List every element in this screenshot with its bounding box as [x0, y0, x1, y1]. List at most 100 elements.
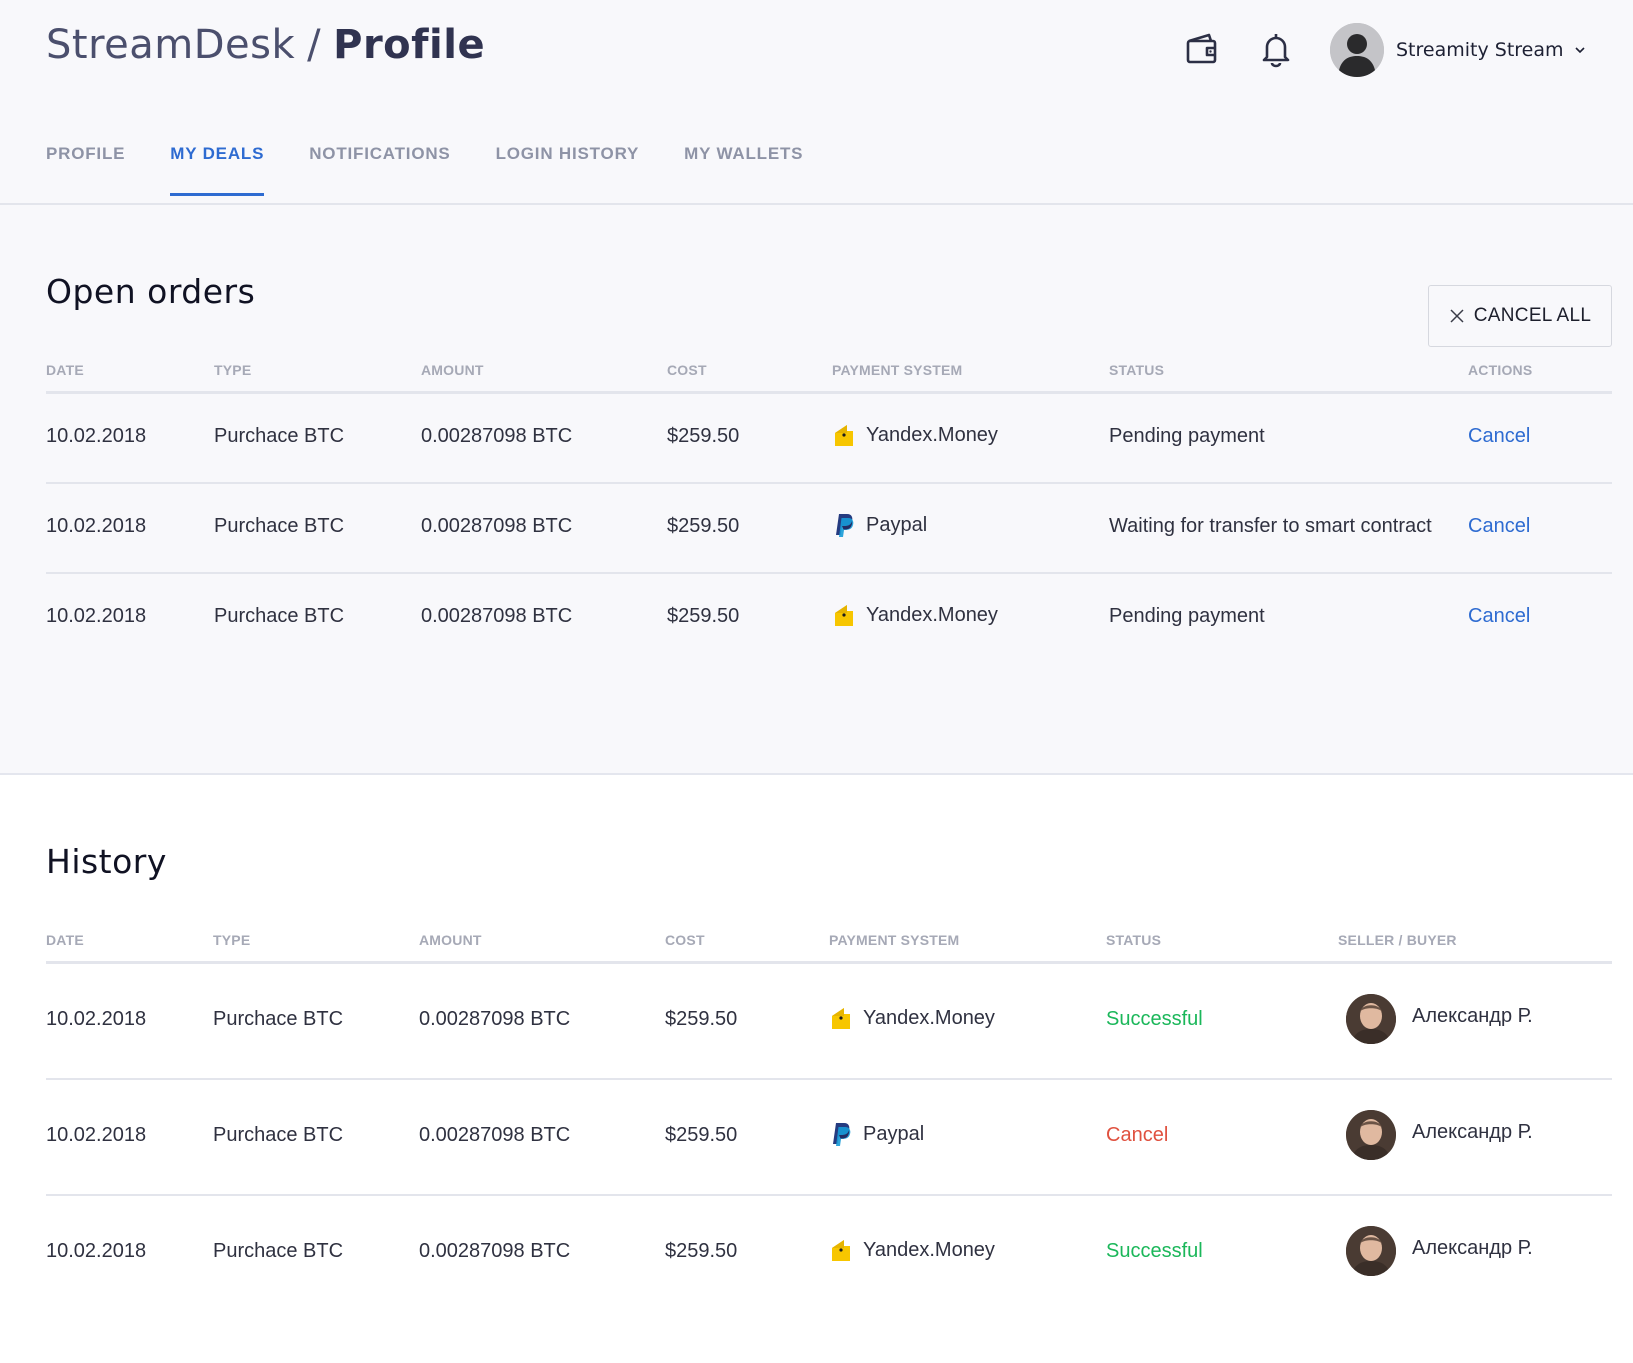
- tab-login-history[interactable]: LOGIN HISTORY: [495, 144, 640, 163]
- brand-name: StreamDesk: [46, 22, 296, 68]
- order-cost: $259.50: [667, 605, 740, 627]
- deal-date: 10.02.2018: [46, 1240, 147, 1262]
- payment-system-label: Yandex.Money: [863, 1006, 995, 1029]
- tab-bar: PROFILE MY DEALS NOTIFICATIONS LOGIN HIS…: [46, 144, 848, 196]
- cancel-order-link[interactable]: Cancel: [1468, 605, 1531, 627]
- order-amount: 0.00287098 BTC: [421, 425, 573, 447]
- table-row: 10.02.2018 Purchace BTC 0.00287098 BTC $259…: [46, 574, 1612, 664]
- page-title: StreamDesk / Profile: [46, 22, 485, 68]
- deal-amount: 0.00287098 BTC: [419, 1124, 571, 1146]
- payment-system-label: Yandex.Money: [866, 603, 998, 626]
- column-header: ACTIONS: [1468, 362, 1533, 378]
- deal-amount: 0.00287098 BTC: [419, 1240, 571, 1262]
- order-type: Purchace BTC: [214, 515, 345, 537]
- cancel-order-link[interactable]: Cancel: [1468, 425, 1531, 447]
- yandex-money-icon: [829, 1005, 853, 1031]
- tab-my-wallets[interactable]: MY WALLETS: [684, 144, 804, 163]
- cancel-all-button[interactable]: CANCEL ALL: [1428, 285, 1612, 347]
- order-type: Purchace BTC: [214, 605, 345, 627]
- column-header: PAYMENT SYSTEM: [829, 932, 960, 948]
- open-orders-table: DATE TYPE AMOUNT COST PAYMENT SYSTEM STA…: [46, 354, 1612, 664]
- column-header: COST: [667, 362, 707, 378]
- deal-type: Purchace BTC: [213, 1008, 344, 1030]
- table-row: 10.02.2018 Purchace BTC 0.00287098 BTC $259…: [46, 1196, 1612, 1312]
- cancel-all-label: CANCEL ALL: [1473, 305, 1592, 326]
- avatar: [1330, 23, 1384, 77]
- deal-status: Successful: [1106, 1240, 1203, 1262]
- yandex-money-icon: [832, 602, 856, 628]
- table-row: 10.02.2018 Purchace BTC 0.00287098 BTC $259…: [46, 964, 1612, 1080]
- table-header: DATE TYPE AMOUNT COST PAYMENT SYSTEM STA…: [46, 354, 1612, 394]
- deal-status: Successful: [1106, 1008, 1203, 1030]
- column-header: SELLER / BUYER: [1338, 932, 1457, 948]
- column-header: COST: [665, 932, 705, 948]
- column-header: PAYMENT SYSTEM: [832, 362, 963, 378]
- payment-system: Yandex.Money: [829, 1005, 995, 1031]
- section-divider: [0, 773, 1633, 775]
- order-cost: $259.50: [667, 425, 740, 447]
- deal-amount: 0.00287098 BTC: [419, 1008, 571, 1030]
- payment-system: Yandex.Money: [829, 1237, 995, 1263]
- paypal-icon: [829, 1121, 853, 1147]
- history-title: History: [46, 842, 167, 881]
- payment-system: Paypal: [832, 512, 927, 538]
- title-separator: /: [307, 22, 322, 68]
- payment-system: Paypal: [829, 1121, 924, 1147]
- seller-buyer[interactable]: Александр Р.: [1346, 1226, 1533, 1276]
- order-date: 10.02.2018: [46, 605, 147, 627]
- order-cost: $259.50: [667, 515, 740, 537]
- page-name: Profile: [333, 22, 486, 68]
- payment-system-label: Yandex.Money: [866, 423, 998, 446]
- column-header: DATE: [46, 932, 84, 948]
- tab-my-deals[interactable]: MY DEALS: [170, 144, 265, 196]
- wallet-icon[interactable]: [1183, 30, 1221, 68]
- seller-buyer-name: Александр Р.: [1412, 1236, 1533, 1259]
- history-table: DATE TYPE AMOUNT COST PAYMENT SYSTEM STA…: [46, 924, 1612, 1312]
- cancel-order-link[interactable]: Cancel: [1468, 515, 1531, 537]
- deal-type: Purchace BTC: [213, 1240, 344, 1262]
- avatar: [1346, 1110, 1396, 1160]
- yandex-money-icon: [829, 1237, 853, 1263]
- table-header: DATE TYPE AMOUNT COST PAYMENT SYSTEM STA…: [46, 924, 1612, 964]
- order-amount: 0.00287098 BTC: [421, 605, 573, 627]
- table-row: 10.02.2018 Purchace BTC 0.00287098 BTC $259…: [46, 484, 1612, 574]
- paypal-icon: [832, 512, 856, 538]
- column-header: STATUS: [1109, 362, 1165, 378]
- order-amount: 0.00287098 BTC: [421, 515, 573, 537]
- seller-buyer-name: Александр Р.: [1412, 1004, 1533, 1027]
- bell-icon[interactable]: [1257, 30, 1295, 68]
- column-header: AMOUNT: [421, 362, 484, 378]
- seller-buyer[interactable]: Александр Р.: [1346, 1110, 1533, 1160]
- deal-cost: $259.50: [665, 1008, 738, 1030]
- payment-system-label: Paypal: [863, 1122, 925, 1145]
- order-status: Waiting for transfer to smart contract: [1109, 515, 1432, 537]
- yandex-money-icon: [832, 422, 856, 448]
- column-header: STATUS: [1106, 932, 1162, 948]
- avatar: [1346, 1226, 1396, 1276]
- payment-system-label: Yandex.Money: [863, 1238, 995, 1261]
- tabs-divider: [0, 203, 1633, 205]
- payment-system-label: Paypal: [866, 513, 928, 536]
- order-status: Pending payment: [1109, 425, 1265, 447]
- deal-type: Purchace BTC: [213, 1124, 344, 1146]
- deal-date: 10.02.2018: [46, 1008, 147, 1030]
- table-row: 10.02.2018 Purchace BTC 0.00287098 BTC $259…: [46, 1080, 1612, 1196]
- column-header: AMOUNT: [419, 932, 482, 948]
- deal-date: 10.02.2018: [46, 1124, 147, 1146]
- order-status: Pending payment: [1109, 605, 1265, 627]
- order-date: 10.02.2018: [46, 425, 147, 447]
- open-orders-title: Open orders: [46, 272, 256, 311]
- user-menu[interactable]: Streamity Stream: [1330, 22, 1586, 78]
- seller-buyer[interactable]: Александр Р.: [1346, 994, 1533, 1044]
- table-row: 10.02.2018 Purchace BTC 0.00287098 BTC $259…: [46, 394, 1612, 484]
- column-header: TYPE: [213, 932, 251, 948]
- order-date: 10.02.2018: [46, 515, 147, 537]
- payment-system: Yandex.Money: [832, 422, 998, 448]
- tab-profile[interactable]: PROFILE: [46, 144, 126, 163]
- close-icon: [1450, 309, 1464, 323]
- column-header: TYPE: [214, 362, 252, 378]
- payment-system: Yandex.Money: [832, 602, 998, 628]
- tab-notifications[interactable]: NOTIFICATIONS: [309, 144, 451, 163]
- deal-status: Cancel: [1106, 1124, 1169, 1146]
- column-header: DATE: [46, 362, 84, 378]
